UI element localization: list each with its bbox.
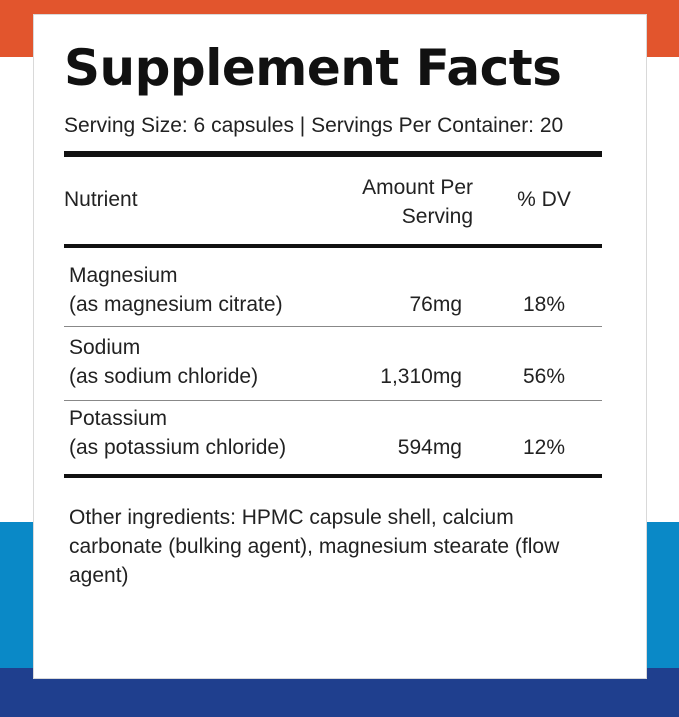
row-sodium-dv: 56% — [522, 365, 566, 388]
divider-thick-bottom — [64, 474, 602, 478]
header-daily-value: % DV — [517, 188, 571, 211]
header-amount-line-1: Amount Per — [362, 176, 473, 199]
other-ingredients: Other ingredients: HPMC capsule shell, c… — [69, 506, 560, 587]
row-potassium-source: (as potassium chloride) — [69, 436, 287, 459]
row-potassium-amount: 594mg — [397, 436, 462, 459]
header-amount-per-serving: Amount Per Serving — [328, 173, 473, 231]
row-sodium-source: (as sodium chloride) — [69, 365, 259, 388]
row-sodium-amount: 1,310mg — [380, 365, 462, 388]
panel-title: Supplement Facts — [64, 39, 562, 97]
row-potassium-dv: 12% — [522, 436, 566, 459]
divider-header — [64, 244, 602, 248]
supplement-facts-panel: Supplement Facts Serving Size: 6 capsule… — [33, 14, 647, 679]
row-divider — [64, 400, 602, 401]
divider-thick-top — [64, 151, 602, 157]
row-potassium-name: Potassium — [69, 407, 168, 430]
header-amount-line-2: Serving — [401, 205, 473, 228]
row-magnesium-dv: 18% — [522, 293, 566, 316]
row-divider — [64, 326, 602, 327]
row-magnesium-name: Magnesium — [69, 264, 178, 287]
row-magnesium-source: (as magnesium citrate) — [69, 293, 283, 316]
serving-info: Serving Size: 6 capsules | Servings Per … — [64, 114, 564, 137]
row-magnesium-amount: 76mg — [409, 293, 462, 316]
header-nutrient: Nutrient — [64, 188, 138, 211]
row-sodium-name: Sodium — [69, 336, 141, 359]
